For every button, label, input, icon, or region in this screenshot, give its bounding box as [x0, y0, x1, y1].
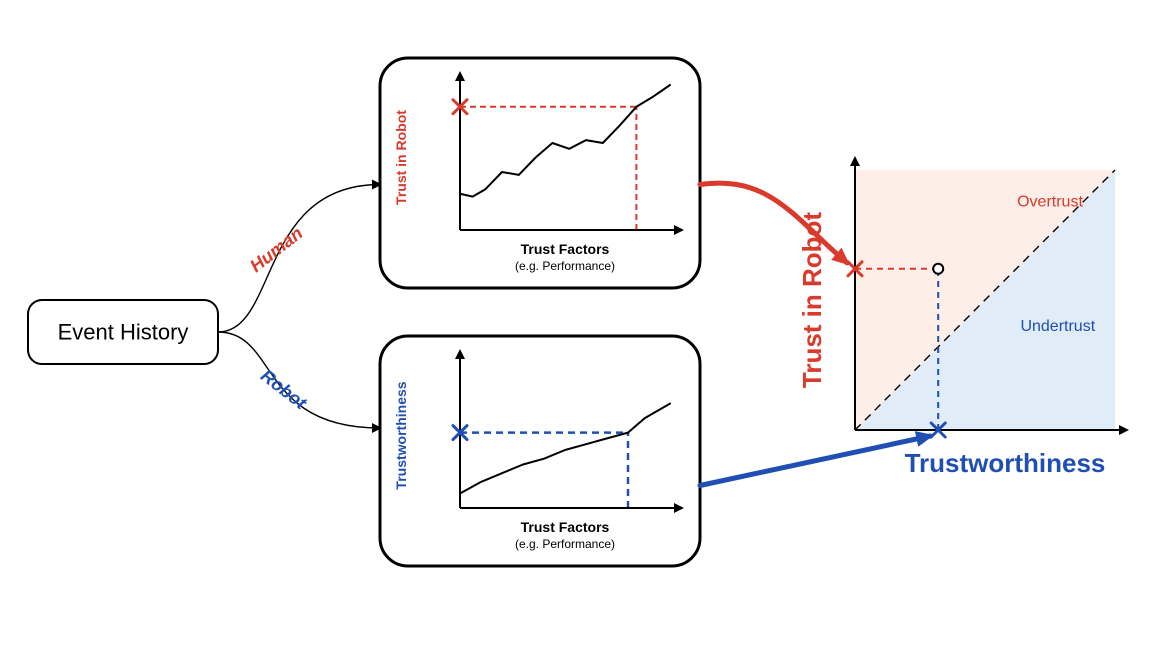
mini-chart-human: Trust in Robot Trust Factors (e.g. Perform…	[380, 58, 700, 288]
branch-arrow-human	[218, 185, 380, 333]
event-history-label: Event History	[58, 320, 189, 345]
big-chart: OvertrustUndertrustTrust in RobotTrustwo…	[797, 170, 1115, 478]
trust-point-marker	[933, 264, 943, 274]
branch-label-robot: Robot	[257, 365, 311, 413]
mini-chart-robot-ylabel: Trustworthiness	[393, 381, 409, 489]
big-chart-xlabel: Trustworthiness	[905, 448, 1106, 478]
overtrust-label: Overtrust	[1017, 193, 1083, 210]
connector-arrow-robot	[700, 436, 930, 486]
mini-chart-human-xlabel2: (e.g. Performance)	[515, 259, 615, 273]
mini-chart-human-ylabel: Trust in Robot	[393, 110, 409, 205]
event-history-box: Event History	[28, 300, 218, 364]
mini-chart-human-xlabel1: Trust Factors	[521, 241, 610, 257]
mini-chart-robot-xlabel2: (e.g. Performance)	[515, 537, 615, 551]
undertrust-label: Undertrust	[1020, 318, 1095, 335]
branch-label-human: Human	[246, 223, 306, 276]
mini-chart-robot: Trustworthiness Trust Factors (e.g. Perfor…	[380, 336, 700, 566]
mini-chart-robot-xlabel1: Trust Factors	[521, 519, 610, 535]
branch-arrow-robot	[218, 332, 380, 428]
